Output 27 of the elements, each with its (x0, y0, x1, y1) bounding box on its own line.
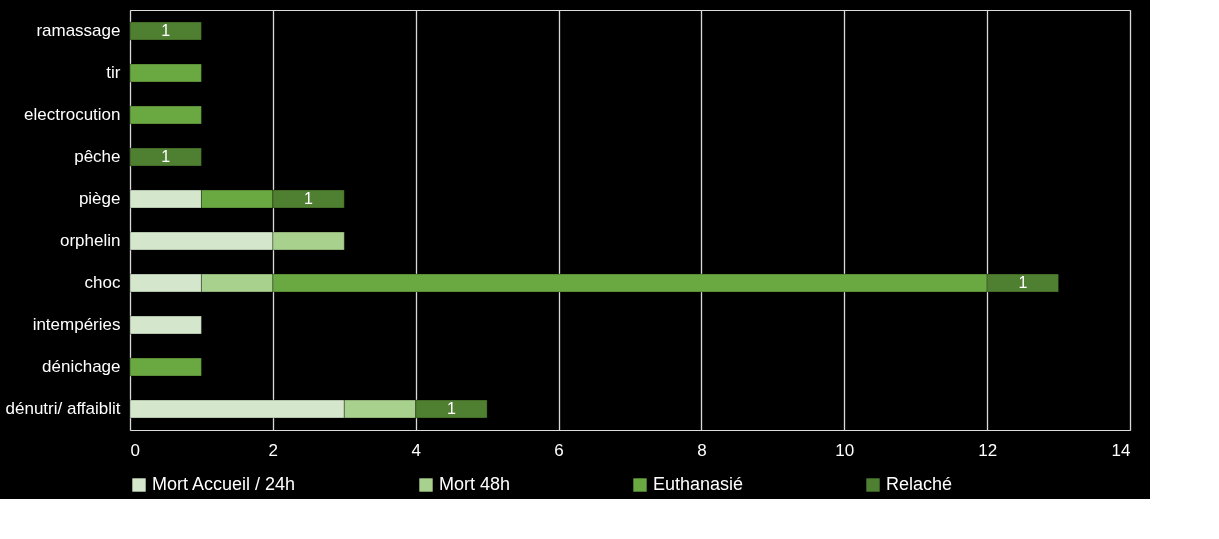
legend-label: Mort Accueil / 24h (152, 474, 296, 494)
y-tick-label: choc (84, 273, 121, 292)
data-label: 1 (161, 148, 171, 165)
x-tick-label: 2 (268, 440, 279, 460)
y-tick-label: orphelin (60, 231, 121, 250)
data-label: 1 (304, 190, 314, 207)
legend-label: Relaché (886, 474, 953, 494)
y-tick-label: piège (78, 189, 121, 208)
y-tick-label: dénichage (42, 357, 121, 376)
legend-label: Euthanasié (653, 474, 744, 494)
data-label: 1 (1018, 274, 1028, 291)
x-tick-label: 14 (1111, 440, 1131, 460)
y-tick-label: pêche (74, 147, 121, 166)
y-tick-label: ramassage (36, 21, 121, 40)
data-label: 1 (446, 400, 456, 417)
y-tick-label: intempéries (32, 315, 121, 334)
x-tick-label: 10 (835, 440, 855, 460)
x-tick-label: 4 (411, 440, 421, 460)
y-tick-label: dénutri/ affaiblit (5, 399, 121, 418)
data-label: 1 (161, 22, 171, 39)
legend-label: Mort 48h (439, 474, 511, 494)
x-tick-label: 6 (554, 440, 564, 460)
x-tick-label: 0 (130, 440, 140, 460)
y-tick-label: tir (106, 63, 121, 82)
x-tick-label: 12 (978, 440, 998, 460)
y-tick-label: electrocution (24, 105, 121, 124)
x-tick-label: 8 (697, 440, 707, 460)
